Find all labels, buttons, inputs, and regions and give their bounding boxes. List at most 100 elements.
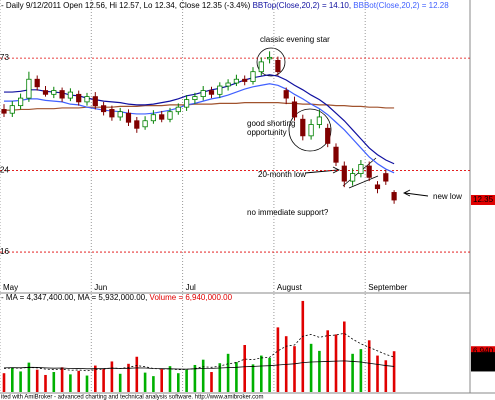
- volume-bar: [77, 370, 80, 392]
- candle-body: [316, 116, 323, 125]
- x-tick-label: Jun: [94, 283, 107, 292]
- volume-bar: [392, 351, 396, 392]
- level-label: 73: [0, 53, 9, 62]
- candle-body: [233, 78, 239, 84]
- volume-ma: [3, 360, 395, 370]
- volume-bar: [301, 300, 305, 392]
- volume-bar: [193, 364, 197, 392]
- candle-body: [76, 93, 82, 103]
- candle-body: [291, 101, 298, 118]
- candle-body: [391, 192, 397, 201]
- candle-body: [26, 78, 32, 99]
- candle-body: [9, 105, 15, 114]
- candle-body: [242, 78, 248, 82]
- level-label: 16: [0, 247, 9, 256]
- candle-body: [175, 106, 181, 113]
- volume-bar: [118, 373, 122, 392]
- candle-body: [266, 56, 273, 60]
- volume-bar: [152, 376, 155, 392]
- volume-bar: [268, 357, 271, 392]
- volume-bar: [210, 372, 213, 392]
- volume-bar: [11, 367, 14, 392]
- volume-bar: [318, 350, 321, 392]
- volume-bar: [44, 374, 47, 392]
- volume-bar: [110, 361, 114, 392]
- volume-bar: [52, 372, 56, 392]
- volume-bar: [143, 372, 147, 392]
- level-label-box: [471, 346, 495, 357]
- x-tick-label: Jul: [186, 283, 196, 292]
- volume-bar: [127, 363, 130, 392]
- volume-bar: [334, 334, 338, 392]
- title-group: - Daily 9/12/2011 Open 12.56, Hi 12.57, …: [1, 1, 449, 10]
- volume-title: - MA = 4,347,400.00, MA = 5,932,000.00, …: [1, 293, 233, 302]
- volume-bar: [135, 356, 139, 392]
- volume-bar: [243, 345, 246, 392]
- volume-bar: [60, 367, 64, 392]
- candle-body: [308, 124, 314, 137]
- candle-body: [374, 184, 381, 190]
- volume-bar: [35, 369, 39, 392]
- candle-body: [167, 111, 173, 120]
- candle-body: [101, 105, 107, 113]
- volume-bar: [102, 369, 105, 392]
- candle-body: [17, 97, 24, 107]
- price-label: 12.35: [473, 195, 494, 204]
- volume-bar: [260, 355, 263, 392]
- candle-body: [142, 120, 148, 128]
- arrow: [402, 189, 429, 197]
- footer: ited with AmiBroker - advanced charting …: [1, 395, 263, 400]
- candle-body: [159, 114, 165, 120]
- annotation: 20-month low: [258, 170, 306, 179]
- candle-body: [283, 90, 289, 99]
- candle-body: [225, 82, 231, 87]
- candle-body: [217, 85, 223, 95]
- x-tick-label: September: [368, 283, 407, 292]
- candle-body: [200, 90, 206, 97]
- candle-body: [366, 165, 372, 178]
- legend-value: = 14.10,: [320, 1, 351, 10]
- candle-body: [275, 59, 281, 73]
- x-tick-label: May: [3, 283, 18, 292]
- volume-bar: [94, 365, 97, 392]
- volume-bar: [251, 364, 255, 392]
- candle-body: [125, 112, 132, 123]
- candle-body: [42, 90, 49, 95]
- level-label-box: [471, 361, 495, 372]
- candle-body: [250, 71, 256, 82]
- legend-entry: BBTop(Close,20,2): [250, 1, 320, 10]
- volume-bar: [185, 369, 188, 392]
- volume-bar: [201, 359, 205, 392]
- volume-legend: Volume = 6,940,000.00: [147, 293, 232, 302]
- candle-body: [358, 164, 364, 174]
- annotation: no immediate support?: [247, 208, 329, 217]
- volume-bar: [293, 346, 296, 392]
- annotation: good shorting: [247, 119, 295, 128]
- volume-bar: [85, 375, 89, 392]
- volume-bar: [19, 371, 22, 392]
- candle-body: [34, 78, 40, 88]
- volume-bar: [376, 355, 379, 392]
- candle-body: [84, 96, 90, 103]
- candle-body: [51, 90, 57, 95]
- volume-bar: [168, 366, 172, 392]
- volume-bar: [343, 321, 346, 392]
- annotation: new low: [433, 192, 462, 201]
- annotation: classic evening star: [260, 35, 330, 44]
- volume-bar: [309, 343, 313, 392]
- candle-body: [192, 96, 198, 101]
- band-line: [4, 83, 395, 174]
- candle-body: [258, 61, 264, 73]
- candle-body: [349, 173, 356, 182]
- candle-body: [109, 109, 115, 118]
- candle-body: [183, 99, 190, 108]
- chart-title: - Daily 9/12/2011 Open 12.56, Hi 12.57, …: [1, 1, 449, 10]
- candle-body: [208, 90, 215, 95]
- volume-bar: [69, 374, 72, 392]
- volume-bar: [27, 362, 31, 392]
- candle-body: [92, 96, 98, 107]
- level-label: 5,932: [473, 352, 494, 361]
- candle-body: [134, 120, 140, 129]
- level-label: 24: [0, 166, 9, 175]
